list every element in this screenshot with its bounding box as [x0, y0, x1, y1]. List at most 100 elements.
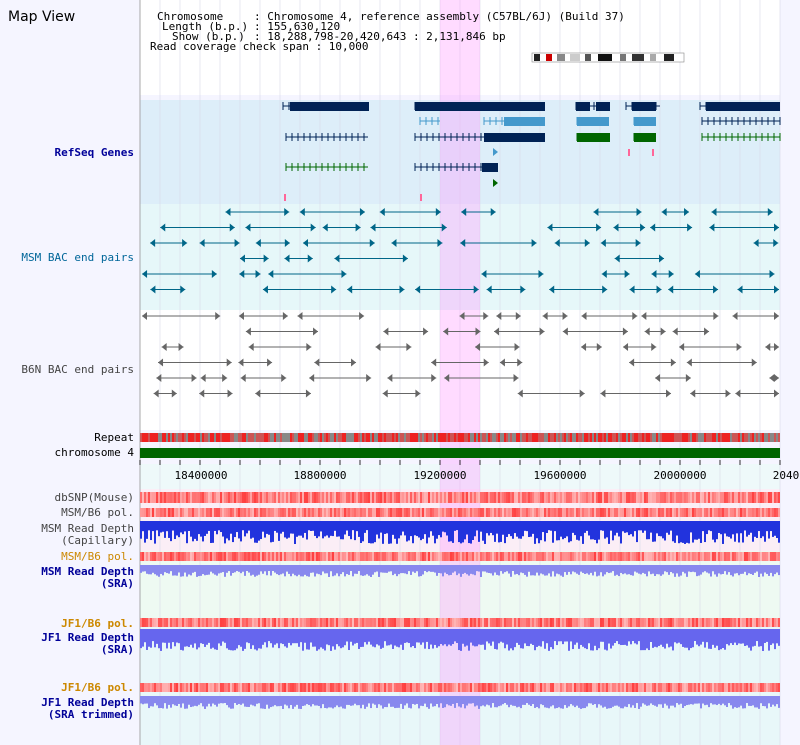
- pol-strip: [596, 508, 598, 517]
- pol-strip: [226, 683, 228, 692]
- depth-bar: [260, 696, 262, 709]
- pol-strip: [158, 618, 160, 627]
- pol-strip: [608, 508, 610, 517]
- depth-bar: [768, 521, 770, 539]
- track-label-msm-bac[interactable]: MSM BAC end pairs: [21, 251, 134, 264]
- bac-pair: [229, 223, 235, 232]
- pol-strip: [248, 508, 250, 517]
- depth-bar: [402, 521, 404, 532]
- bac-pair: [268, 270, 274, 278]
- pol-strip: [578, 683, 580, 692]
- pol-strip: [778, 683, 780, 692]
- track-label-jf1-depth-trim[interactable]: JF1 Read Depth: [41, 696, 134, 709]
- pol-strip: [442, 683, 444, 692]
- pol-strip: [284, 618, 286, 627]
- pol-strip: [332, 618, 334, 627]
- track-label-msm-depth-cap[interactable]: MSM Read Depth: [41, 522, 134, 535]
- track-label-repeat[interactable]: Repeat: [94, 431, 134, 444]
- track-label-msm-depth-sra[interactable]: MSM Read Depth: [41, 565, 134, 578]
- pol-strip: [186, 508, 188, 517]
- pol-strip: [728, 683, 730, 692]
- msm-bac-track[interactable]: [142, 208, 779, 294]
- pol-strip: [616, 508, 618, 517]
- pol-strip: [382, 508, 384, 517]
- dbsnp-strip: [186, 492, 188, 503]
- track-label-refseq[interactable]: RefSeq Genes: [54, 146, 134, 159]
- pol-strip: [276, 618, 278, 627]
- pol-strip: [466, 683, 468, 692]
- track-label-b6n-bac[interactable]: B6N BAC end pairs: [21, 363, 134, 376]
- depth-bar: [224, 521, 226, 544]
- dbsnp-strip: [142, 492, 144, 503]
- track-label-msm-b6-pol-1[interactable]: MSM/B6 pol.: [61, 506, 134, 519]
- dbsnp-strip: [512, 492, 514, 503]
- dbsnp-strip: [190, 492, 192, 503]
- repeat-segment: [520, 433, 522, 442]
- dbsnp-strip: [382, 492, 384, 503]
- depth-bar: [232, 696, 234, 709]
- depth-bar: [742, 565, 744, 574]
- pol-strip: [190, 508, 192, 517]
- track-label-jf1-depth-sra[interactable]: JF1 Read Depth: [41, 631, 134, 644]
- pol-strip: [448, 683, 450, 692]
- gene-block: [634, 133, 656, 142]
- pol-strip: [258, 552, 260, 561]
- repeat-segment: [370, 433, 372, 442]
- repeat-segment: [654, 433, 656, 442]
- track-label-msm-b6-pol-2[interactable]: MSM/B6 pol.: [61, 550, 134, 563]
- chromosome-bar[interactable]: [140, 448, 780, 458]
- repeat-segment: [234, 433, 236, 442]
- pol-strip: [646, 683, 648, 692]
- depth-bar: [580, 629, 582, 645]
- depth-bar: [462, 629, 464, 644]
- dbsnp-strip: [354, 492, 356, 503]
- repeat-track[interactable]: [140, 433, 780, 442]
- depth-bar: [318, 629, 320, 650]
- bac-pair: [267, 358, 273, 367]
- bac-pair: [769, 374, 775, 382]
- depth-bar: [632, 565, 634, 576]
- track-label-chromosome[interactable]: chromosome 4: [54, 446, 134, 459]
- pol-strip: [440, 508, 442, 517]
- bac-pair: [774, 223, 779, 232]
- dbsnp-strip: [558, 492, 560, 503]
- chromosome-ideogram[interactable]: [531, 52, 685, 63]
- dbsnp-strip: [520, 492, 522, 503]
- repeat-segment: [736, 433, 738, 442]
- track-label-dbsnp[interactable]: dbSNP(Mouse): [54, 491, 134, 504]
- depth-bar: [210, 629, 212, 649]
- pol-strip: [370, 618, 372, 627]
- pol-strip: [674, 618, 676, 627]
- pol-strip: [592, 618, 594, 627]
- depth-bar: [168, 565, 170, 574]
- track-label-jf1-b6-pol-2[interactable]: JF1/B6 pol.: [61, 681, 134, 694]
- depth-bar: [224, 629, 226, 643]
- depth-bar: [392, 696, 394, 707]
- depth-bar: [616, 565, 618, 575]
- depth-bar: [282, 696, 284, 709]
- repeat-segment: [204, 433, 206, 442]
- depth-bar: [762, 629, 764, 651]
- depth-bar: [142, 629, 144, 647]
- gene-arrow: [493, 148, 498, 156]
- repeat-segment: [148, 433, 150, 442]
- pol-strip: [302, 508, 304, 517]
- pol-strip: [662, 683, 664, 692]
- depth-bar: [360, 629, 362, 647]
- b6n-bac-track[interactable]: [142, 312, 779, 398]
- depth-bar: [370, 521, 372, 544]
- pol-strip: [216, 508, 218, 517]
- repeat-segment: [516, 433, 518, 442]
- bac-pair: [737, 285, 743, 294]
- pol-strip: [620, 618, 622, 627]
- bac-pair: [494, 327, 500, 336]
- depth-bar: [350, 521, 352, 540]
- pol-strip: [650, 683, 652, 692]
- depth-bar: [216, 629, 218, 650]
- track-label-jf1-b6-pol-1[interactable]: JF1/B6 pol.: [61, 617, 134, 630]
- depth-tracks[interactable]: [140, 521, 780, 709]
- heat-tracks[interactable]: [140, 492, 780, 692]
- bac-pair: [596, 223, 602, 232]
- refseq-gene-track[interactable]: [282, 102, 781, 201]
